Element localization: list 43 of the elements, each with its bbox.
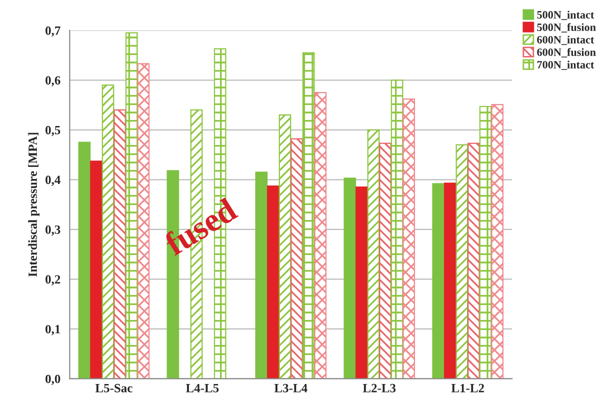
x-tick-label: L4-L5 [186,384,219,392]
bar [114,109,126,379]
bar [255,172,268,379]
bar [367,129,380,379]
bar [479,106,492,379]
legend-label: 500N_intact [537,10,594,20]
y-tick-label: 0,1 [46,324,60,336]
bar [444,182,456,379]
bar [267,186,280,379]
legend-label: 500N_fusion [537,23,596,32]
bar [432,183,444,379]
y-tick-label: 0,7 [46,26,60,37]
bar [468,142,480,379]
bar [356,186,368,379]
legend-label: 700N_intact [537,60,594,70]
bar [102,84,114,379]
bar [78,142,91,379]
bar [314,92,327,379]
x-tick-label: L5-Sac [95,384,132,392]
bar [379,142,392,379]
legend-label: 600N_intact [537,36,594,45]
bar [402,98,416,379]
legend-label: 600N_fusion [537,48,596,58]
bar [125,32,138,379]
bar [390,80,404,379]
x-tick-label: L2-L3 [362,384,396,392]
bar [90,160,102,379]
x-tick-label: L3-L4 [274,384,308,392]
bar [302,52,315,379]
y-tick-label: 0,0 [46,374,60,385]
bar [491,104,504,379]
y-tick-label: 0,4 [46,176,60,186]
bar [456,144,468,379]
y-tick-label: 0,3 [46,225,60,236]
bar [290,138,303,379]
y-tick-label: 0,5 [46,126,60,136]
bar [344,178,356,379]
y-tick-label: 0,2 [46,275,60,286]
y-tick-label: 0,6 [46,76,60,86]
bar [137,63,150,379]
y-axis-title: Interdiscal pressure [MPA] [28,132,40,277]
bar [278,114,292,379]
x-tick-label: L1-L2 [451,384,484,392]
